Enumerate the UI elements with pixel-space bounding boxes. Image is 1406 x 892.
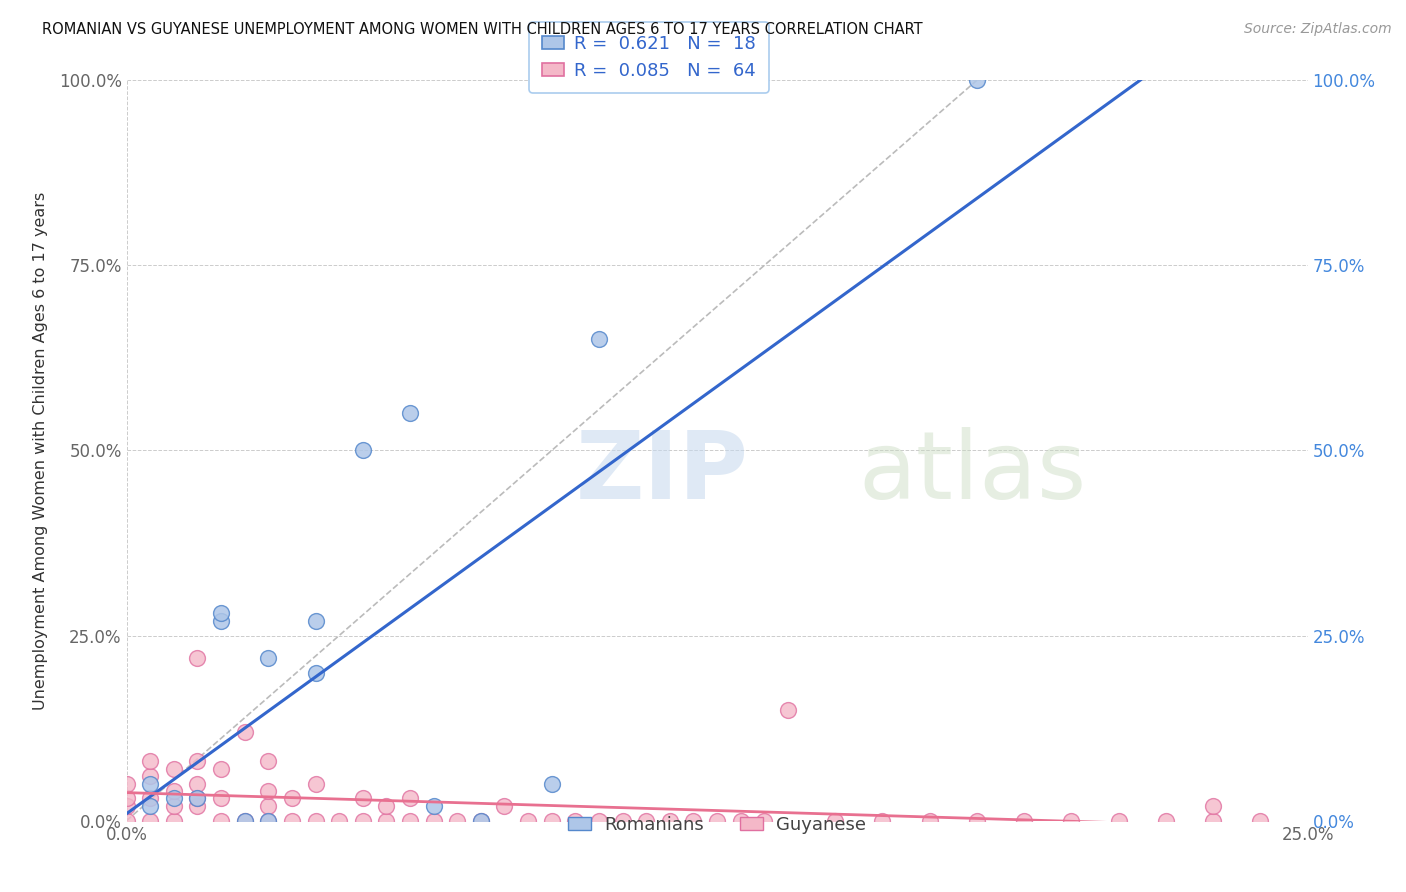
Point — [1012, 814, 1035, 828]
Point — [588, 332, 610, 346]
Point — [163, 798, 186, 813]
Point — [682, 814, 704, 828]
Point — [422, 814, 444, 828]
Point — [163, 784, 186, 798]
Point — [163, 762, 186, 776]
Point — [328, 814, 350, 828]
Point — [754, 814, 776, 828]
Point — [304, 776, 326, 791]
Point — [399, 814, 422, 828]
Legend: Romanians, Guyanese: Romanians, Guyanese — [561, 809, 873, 841]
Point — [209, 814, 232, 828]
Point — [281, 791, 304, 805]
Point — [209, 762, 232, 776]
Point — [233, 814, 256, 828]
Point — [304, 665, 326, 680]
Point — [139, 776, 162, 791]
Point — [186, 776, 208, 791]
Text: atlas: atlas — [859, 426, 1087, 518]
Point — [494, 798, 516, 813]
Point — [233, 814, 256, 828]
Point — [257, 798, 280, 813]
Point — [115, 798, 138, 813]
Point — [730, 814, 752, 828]
Point — [872, 814, 894, 828]
Point — [540, 814, 562, 828]
Point — [257, 814, 280, 828]
Point — [824, 814, 846, 828]
Point — [352, 814, 374, 828]
Point — [139, 814, 162, 828]
Point — [139, 798, 162, 813]
Point — [163, 791, 186, 805]
Point — [517, 814, 540, 828]
Point — [1108, 814, 1130, 828]
Point — [115, 814, 138, 828]
Point — [257, 650, 280, 665]
Point — [1060, 814, 1083, 828]
Point — [304, 614, 326, 628]
Point — [446, 814, 468, 828]
Point — [209, 614, 232, 628]
Point — [352, 443, 374, 458]
Point — [352, 791, 374, 805]
Point — [186, 755, 208, 769]
Point — [257, 784, 280, 798]
Point — [139, 755, 162, 769]
Text: ROMANIAN VS GUYANESE UNEMPLOYMENT AMONG WOMEN WITH CHILDREN AGES 6 TO 17 YEARS C: ROMANIAN VS GUYANESE UNEMPLOYMENT AMONG … — [42, 22, 922, 37]
Point — [209, 607, 232, 621]
Point — [706, 814, 728, 828]
Point — [1249, 814, 1271, 828]
Point — [1202, 814, 1225, 828]
Point — [540, 776, 562, 791]
Point — [281, 814, 304, 828]
Text: Source: ZipAtlas.com: Source: ZipAtlas.com — [1244, 22, 1392, 37]
Point — [470, 814, 492, 828]
Point — [422, 798, 444, 813]
Point — [918, 814, 941, 828]
Point — [115, 791, 138, 805]
Text: ZIP: ZIP — [575, 426, 748, 518]
Point — [470, 814, 492, 828]
Point — [186, 791, 208, 805]
Point — [139, 769, 162, 783]
Point — [186, 650, 208, 665]
Point — [163, 814, 186, 828]
Point — [139, 791, 162, 805]
Point — [399, 791, 422, 805]
Point — [1202, 798, 1225, 813]
Point — [209, 791, 232, 805]
Point — [966, 73, 988, 87]
Point — [658, 814, 681, 828]
Point — [612, 814, 634, 828]
Point — [375, 814, 398, 828]
Point — [186, 798, 208, 813]
Point — [233, 724, 256, 739]
Point — [257, 814, 280, 828]
Point — [564, 814, 586, 828]
Point — [399, 407, 422, 421]
Point — [186, 791, 208, 805]
Point — [115, 776, 138, 791]
Point — [776, 703, 799, 717]
Point — [1154, 814, 1177, 828]
Point — [966, 814, 988, 828]
Point — [588, 814, 610, 828]
Point — [636, 814, 658, 828]
Point — [257, 755, 280, 769]
Point — [375, 798, 398, 813]
Y-axis label: Unemployment Among Women with Children Ages 6 to 17 years: Unemployment Among Women with Children A… — [32, 192, 48, 709]
Point — [304, 814, 326, 828]
